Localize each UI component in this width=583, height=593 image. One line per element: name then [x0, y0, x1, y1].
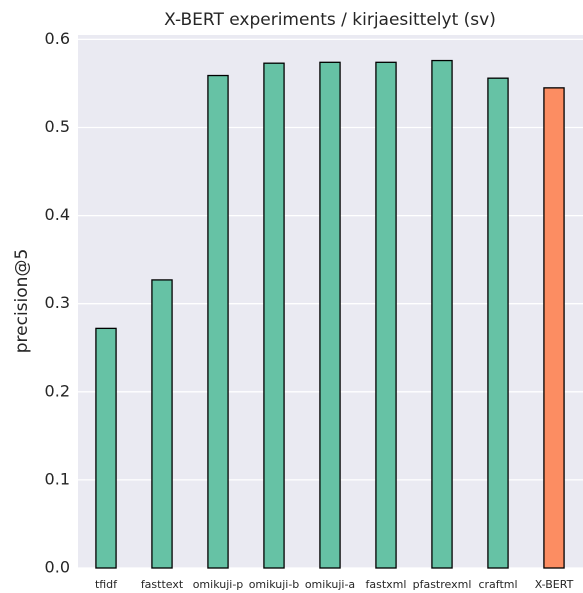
x-tick-label: fasttext — [141, 578, 184, 591]
y-tick-label: 0.2 — [45, 381, 70, 400]
chart-title: X-BERT experiments / kirjaesittelyt (sv) — [164, 10, 496, 30]
x-tick-label: omikuji-a — [305, 578, 355, 591]
bar — [543, 87, 565, 569]
bar — [263, 62, 285, 569]
y-tick-label: 0.3 — [45, 293, 70, 312]
y-tick-label: 0.4 — [45, 205, 70, 224]
x-tick-label: omikuji-p — [193, 578, 244, 591]
bar — [95, 327, 117, 569]
x-tick-label: X-BERT — [535, 578, 574, 591]
bar — [207, 74, 229, 569]
bar — [487, 77, 509, 569]
bar — [431, 59, 453, 569]
x-tick-label: tfidf — [95, 578, 118, 591]
y-tick-label: 0.6 — [45, 29, 70, 48]
y-tick-label: 0.0 — [45, 558, 70, 577]
y-tick-label: 0.1 — [45, 469, 70, 488]
x-tick-label: pfastrexml — [413, 578, 472, 591]
bar — [151, 279, 173, 569]
x-tick-label: craftml — [478, 578, 517, 591]
bar — [319, 61, 341, 569]
x-tick-label: fastxml — [366, 578, 407, 591]
y-tick-label: 0.5 — [45, 117, 70, 136]
bar — [375, 61, 397, 569]
x-tick-label: omikuji-b — [249, 578, 300, 591]
y-axis-label: precision@5 — [12, 249, 32, 354]
